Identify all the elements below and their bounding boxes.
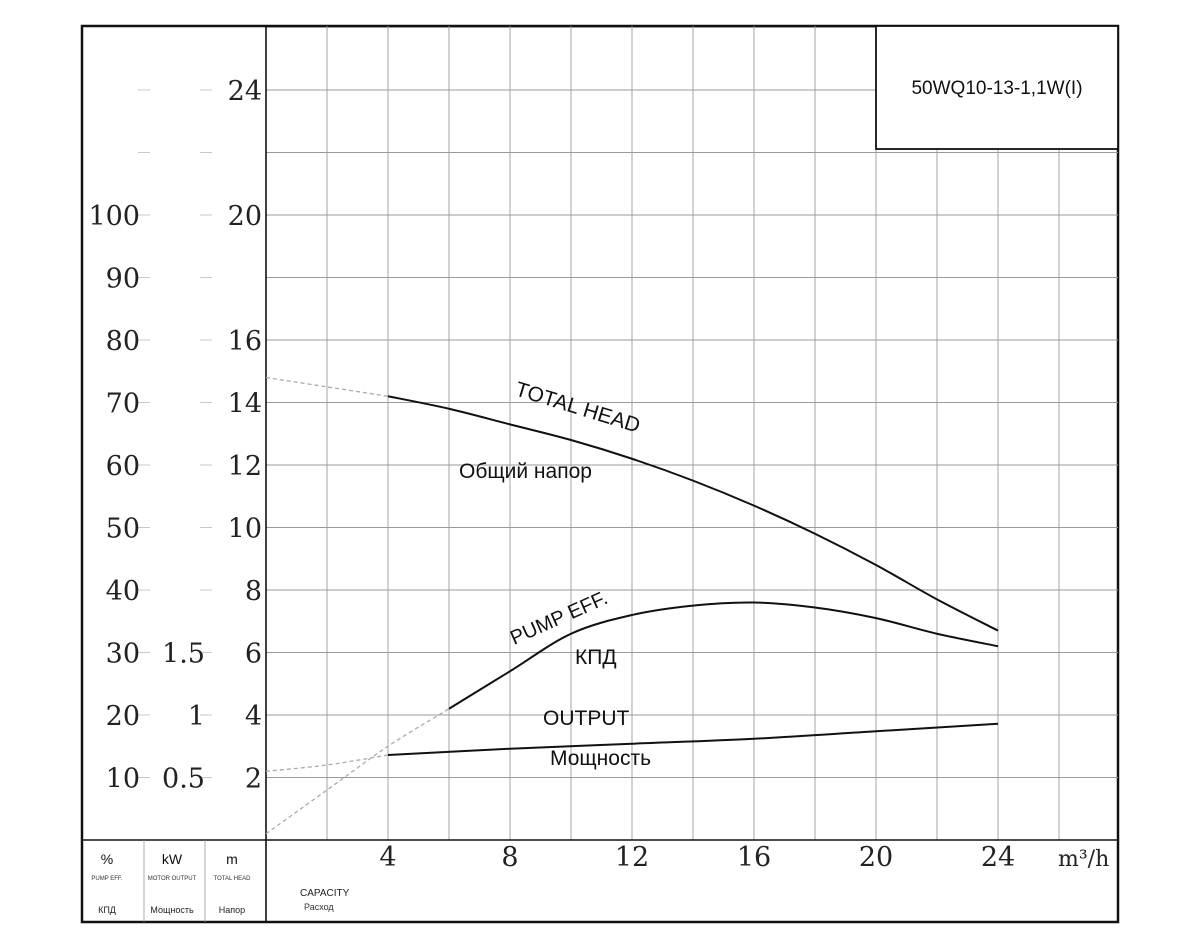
pump-eff-curve	[448, 601, 999, 710]
eff-tick-label: 100	[88, 201, 140, 232]
footer-pct-code: PUMP EFF.	[91, 876, 123, 882]
eff-tick-label: 90	[106, 264, 140, 295]
head-tick-label: 8	[245, 576, 262, 607]
x-tick-label: 4	[379, 842, 396, 873]
x-tick-label: 20	[859, 842, 893, 873]
footer-pct-unit: %	[101, 851, 113, 867]
eff-tick-label: 60	[106, 451, 140, 482]
eff-tick-label: 70	[106, 389, 140, 420]
total-head-label-ru: Общий напор	[459, 460, 592, 483]
tick-labels: 4 8 12 16 20 24 m³/h24681012141620241020304050…	[88, 76, 1109, 873]
head-tick-label: 10	[228, 514, 262, 545]
eff-tick-label: 30	[106, 639, 140, 670]
output-curve	[387, 722, 999, 756]
chart-frame	[80, 24, 1120, 924]
footer-m-code: TOTAL HEAD	[214, 876, 252, 882]
curves	[265, 376, 999, 835]
title-box	[875, 25, 1119, 150]
head-tick-label: 20	[228, 201, 262, 232]
head-tick-label: 24	[228, 76, 262, 107]
footer-kw-unit: kW	[162, 851, 183, 867]
power-tick-label: 1	[188, 701, 205, 732]
eff-tick-label: 80	[106, 326, 140, 357]
power-tick-label: 0.5	[162, 764, 205, 795]
eff-tick-label: 20	[106, 701, 140, 732]
pump-eff-curve-extrapolated	[265, 708, 450, 835]
eff-tick-label: 10	[106, 764, 140, 795]
output-label-en: OUTPUT	[543, 707, 630, 730]
head-tick-label: 6	[245, 639, 262, 670]
eff-tick-label: 40	[106, 576, 140, 607]
x-tick-label: 16	[737, 842, 771, 873]
power-tick-label: 1.5	[162, 639, 205, 670]
footer-kw-ru: Мощность	[150, 905, 194, 915]
footer-capacity-ru: Расход	[304, 902, 334, 912]
footer-kw-code: MOTOR OUTPUT	[148, 876, 197, 882]
x-unit-label: m³/h	[1058, 847, 1109, 872]
x-tick-label: 8	[501, 842, 518, 873]
head-tick-label: 14	[228, 389, 262, 420]
eff-tick-label: 50	[106, 514, 140, 545]
chart-title: 50WQ10-13-1,1W(I)	[911, 78, 1082, 99]
pump-eff-label-ru: КПД	[575, 646, 617, 669]
footer-m-unit: m	[226, 851, 238, 867]
head-tick-label: 4	[245, 701, 262, 732]
output-label-ru: Мощность	[550, 747, 651, 770]
x-tick-label: 24	[981, 842, 1015, 873]
head-tick-label: 2	[245, 764, 262, 795]
total-head-label-en: TOTAL HEAD	[513, 378, 643, 438]
grid	[138, 26, 1118, 840]
total-head-curve	[387, 395, 999, 632]
footer-m-ru: Напор	[219, 905, 245, 915]
footer-capacity-en: CAPACITY	[300, 888, 350, 899]
footer-pct-ru: КПД	[98, 905, 116, 915]
head-tick-label: 12	[228, 451, 262, 482]
head-tick-label: 16	[228, 326, 262, 357]
x-tick-label: 12	[615, 842, 649, 873]
